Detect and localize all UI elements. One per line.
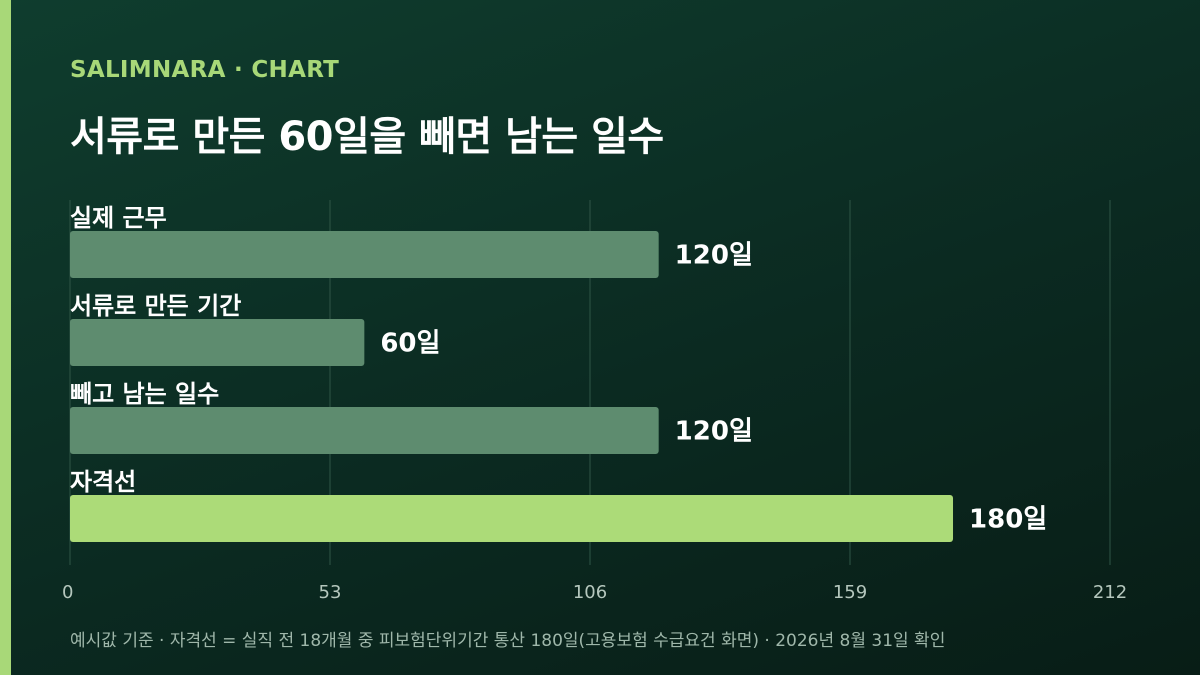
x-axis-ticks: 0 53 106 159 212 xyxy=(62,582,1127,603)
bar xyxy=(70,407,659,454)
category-label: 실제 근무 xyxy=(70,204,167,232)
value-label: 180일 xyxy=(969,505,1047,535)
accent-stripe xyxy=(0,0,11,675)
x-tick-label: 159 xyxy=(833,582,867,603)
x-tick-label: 212 xyxy=(1093,582,1127,603)
value-label: 120일 xyxy=(675,241,753,271)
value-label: 120일 xyxy=(675,417,753,447)
bar xyxy=(70,319,365,366)
threshold-bar xyxy=(70,495,954,542)
x-tick-label: 53 xyxy=(319,582,342,603)
brand-label: SALIMNARA · CHART xyxy=(70,57,340,83)
value-label: 60일 xyxy=(380,329,440,359)
footnote: 예시값 기준 · 자격선 = 실직 전 18개월 중 피보험단위기간 통산 18… xyxy=(70,631,946,651)
category-label: 빼고 남는 일수 xyxy=(70,380,219,408)
category-label: 자격선 xyxy=(70,468,136,496)
bar xyxy=(70,231,659,278)
x-tick-label: 0 xyxy=(62,582,73,603)
chart-title: 서류로 만든 60일을 빼면 남는 일수 xyxy=(70,114,664,160)
x-tick-label: 106 xyxy=(573,582,607,603)
category-label: 서류로 만든 기간 xyxy=(70,292,241,320)
